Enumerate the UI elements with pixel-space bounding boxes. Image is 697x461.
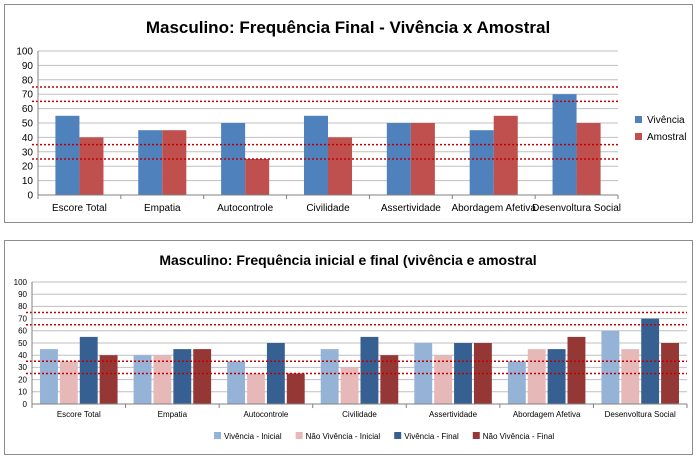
bar-n-o-viv-ncia-inicial	[59, 361, 78, 404]
bar-amostral	[328, 137, 353, 195]
y-tick-label: 10	[18, 388, 27, 397]
bar-viv-ncia-final	[360, 336, 379, 404]
legend-label: Amostral	[647, 132, 686, 143]
bar-n-o-viv-ncia-final	[99, 355, 118, 404]
x-tick-label: Escore Total	[57, 410, 101, 419]
x-tick-label: Desenvoltura Social	[605, 410, 676, 419]
x-tick-label: Assertividade	[381, 203, 441, 214]
y-tick-label: 90	[22, 61, 34, 72]
chart-inicial-final: Masculino: Frequência inicial e final (v…	[14, 252, 688, 441]
bar-viv-ncia-inicial	[320, 349, 339, 404]
bar-amostral	[162, 130, 187, 195]
legend-label: Vivência	[647, 115, 685, 126]
legend-swatch	[394, 432, 402, 439]
y-tick-label: 100	[14, 278, 28, 287]
x-tick-label: Civilidade	[306, 203, 350, 214]
bar-n-o-viv-ncia-inicial	[247, 373, 265, 404]
x-tick-label: Civilidade	[342, 410, 377, 419]
y-tick-label: 0	[23, 400, 28, 409]
y-tick-label: 70	[22, 90, 34, 101]
bar-amostral	[245, 159, 270, 195]
bar-viv-ncia-inicial	[133, 355, 152, 404]
y-tick-label: 40	[22, 133, 34, 144]
bar-n-o-viv-ncia-final	[380, 355, 399, 404]
x-tick-label: Abordagem Afetiva	[451, 203, 536, 214]
legend-label: Não Vivência - Inicial	[306, 432, 381, 441]
legend-label: Vivência - Inicial	[224, 432, 282, 441]
bar-viv-ncia-final	[173, 349, 192, 404]
bar-n-o-viv-ncia-final	[193, 349, 212, 404]
legend-label: Vivência - Final	[404, 432, 459, 441]
y-tick-label: 80	[18, 302, 27, 311]
x-tick-label: Abordagem Afetiva	[513, 410, 581, 419]
bar-amostral	[410, 123, 435, 195]
chart-title: Masculino: Frequência Final - Vivência x…	[146, 18, 550, 37]
bar-viv-ncia	[303, 115, 328, 195]
bar-amostral	[493, 115, 518, 195]
y-tick-label: 60	[22, 104, 34, 115]
bar-n-o-viv-ncia-inicial	[340, 367, 359, 404]
legend-swatch	[635, 133, 642, 140]
bar-viv-ncia	[469, 130, 494, 195]
y-tick-label: 60	[18, 327, 27, 336]
legend-swatch	[635, 116, 642, 123]
bar-viv-ncia-inicial	[40, 349, 58, 404]
y-tick-label: 10	[22, 176, 34, 187]
x-tick-label: Escore Total	[52, 203, 107, 214]
bar-n-o-viv-ncia-final	[567, 336, 586, 404]
y-tick-label: 30	[22, 147, 34, 158]
legend-swatch	[472, 432, 480, 439]
y-tick-label: 50	[22, 119, 34, 130]
legend-swatch	[295, 432, 303, 439]
y-tick-label: 70	[18, 314, 27, 323]
chart-panel-inicial-final: Masculino: Frequência inicial e final (v…	[4, 240, 693, 455]
x-tick-label: Autocontrole	[217, 203, 274, 214]
y-tick-label: 20	[18, 375, 27, 384]
bar-viv-ncia-final	[79, 336, 98, 404]
x-tick-label: Desenvoltura Social	[532, 203, 621, 214]
chart-vivencia-amostral: Masculino: Frequência Final - Vivência x…	[16, 18, 686, 214]
legend-swatch	[214, 432, 221, 439]
bar-viv-ncia	[138, 130, 163, 195]
chart-title: Masculino: Frequência inicial e final (v…	[159, 252, 536, 268]
y-tick-label: 40	[18, 351, 27, 360]
y-tick-label: 50	[18, 339, 27, 348]
y-tick-label: 20	[22, 162, 34, 173]
bar-viv-ncia-inicial	[601, 330, 620, 404]
bar-viv-ncia-inicial	[227, 361, 246, 404]
x-tick-label: Assertividade	[429, 410, 478, 419]
x-tick-label: Empatia	[158, 410, 188, 419]
bar-amostral	[79, 137, 104, 195]
bar-viv-ncia-inicial	[507, 361, 526, 404]
y-tick-label: 80	[22, 75, 34, 86]
y-tick-label: 0	[27, 191, 33, 202]
bar-n-o-viv-ncia-inicial	[434, 355, 453, 404]
bar-viv-ncia-final	[547, 349, 566, 404]
bar-viv-ncia	[386, 123, 411, 195]
y-tick-label: 90	[18, 290, 27, 299]
y-tick-label: 100	[16, 47, 33, 58]
bar-n-o-viv-ncia-final	[286, 373, 305, 404]
chart-panel-vivencia-amostral: Masculino: Frequência Final - Vivência x…	[4, 4, 693, 223]
x-tick-label: Empatia	[144, 203, 181, 214]
bar-n-o-viv-ncia-inicial	[527, 349, 546, 404]
bar-n-o-viv-ncia-inicial	[621, 349, 640, 404]
x-tick-label: Autocontrole	[243, 410, 288, 419]
bar-n-o-viv-ncia-inicial	[153, 355, 172, 404]
y-tick-label: 30	[18, 363, 27, 372]
bar-viv-ncia	[55, 115, 80, 195]
legend-label: Não Vivência - Final	[483, 432, 555, 441]
